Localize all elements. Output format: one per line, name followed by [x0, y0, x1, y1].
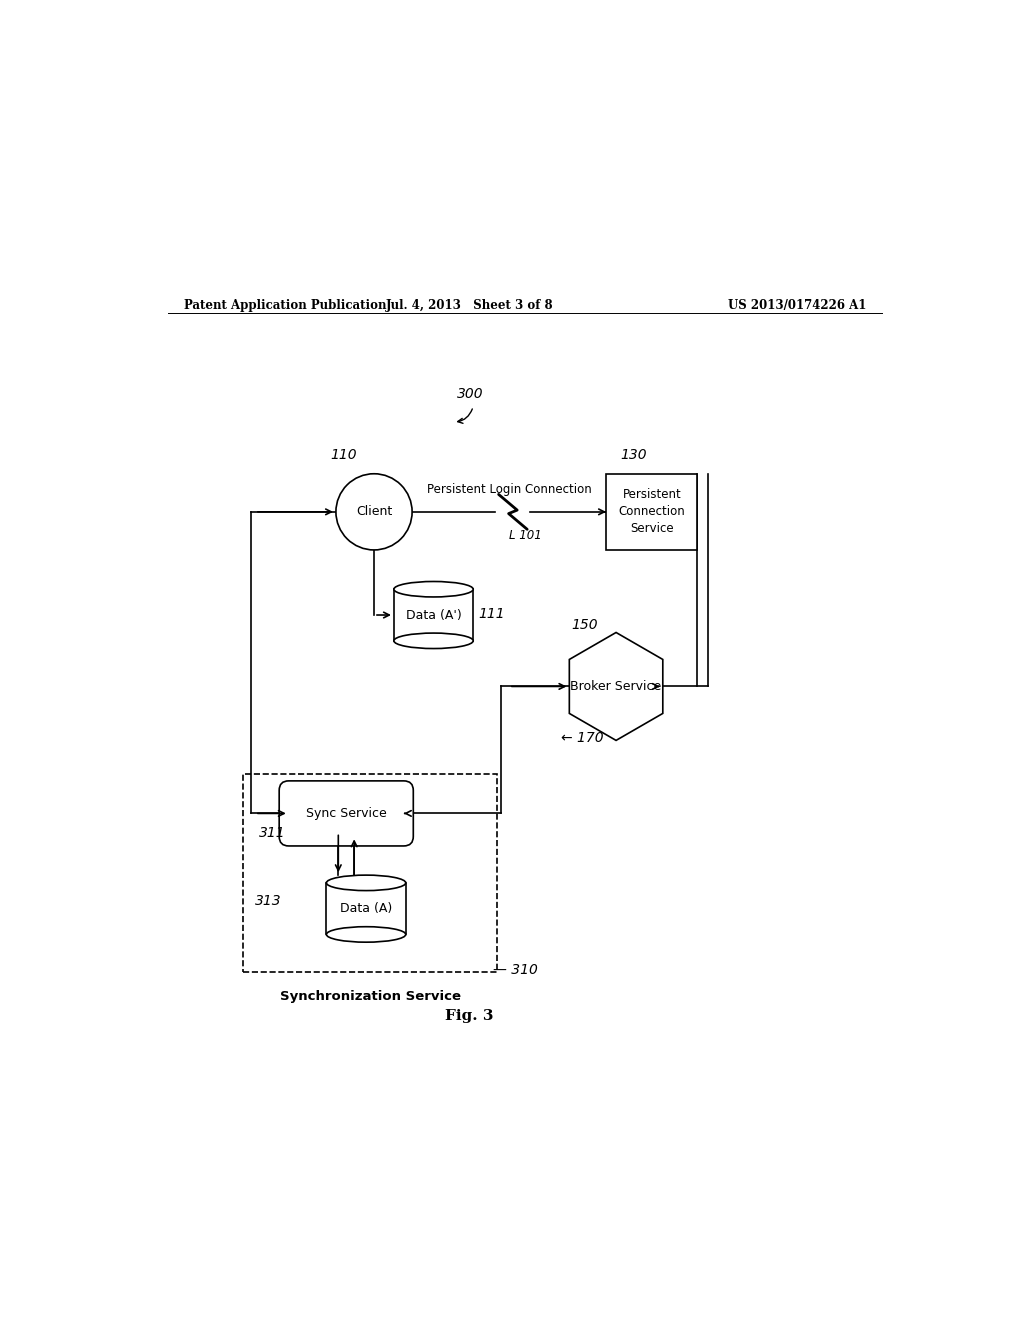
Text: L 101: L 101 [509, 529, 542, 543]
Text: Persistent Login Connection: Persistent Login Connection [427, 483, 592, 496]
Text: 150: 150 [570, 618, 597, 631]
Text: 300: 300 [458, 387, 484, 401]
Text: Fig. 3: Fig. 3 [445, 1008, 494, 1023]
Ellipse shape [327, 875, 406, 891]
Ellipse shape [327, 927, 406, 942]
Text: Sync Service: Sync Service [306, 807, 387, 820]
Text: 111: 111 [479, 607, 506, 622]
Polygon shape [394, 589, 473, 640]
Text: Patent Application Publication: Patent Application Publication [183, 300, 386, 312]
Text: Jul. 4, 2013   Sheet 3 of 8: Jul. 4, 2013 Sheet 3 of 8 [385, 300, 553, 312]
Polygon shape [327, 883, 406, 935]
FancyBboxPatch shape [280, 781, 414, 846]
Text: Data (A): Data (A) [340, 902, 392, 915]
Ellipse shape [394, 634, 473, 648]
Text: 311: 311 [259, 826, 286, 841]
Text: US 2013/0174226 A1: US 2013/0174226 A1 [728, 300, 866, 312]
Text: Data (A'): Data (A') [406, 609, 462, 622]
Text: 313: 313 [255, 894, 282, 908]
Bar [606, 474, 697, 549]
Text: Client: Client [356, 506, 392, 519]
Text: — 310: — 310 [494, 962, 538, 977]
Text: Broker Service: Broker Service [570, 680, 662, 693]
Polygon shape [569, 632, 663, 741]
Bar [243, 774, 497, 972]
Text: 130: 130 [620, 447, 647, 462]
Circle shape [336, 474, 412, 550]
Text: Synchronization Service: Synchronization Service [280, 990, 461, 1003]
Ellipse shape [394, 582, 473, 597]
Text: 110: 110 [331, 447, 357, 462]
FancyArrowPatch shape [458, 409, 472, 424]
Text: ← 170: ← 170 [560, 731, 603, 744]
Text: Persistent
Connection
Service: Persistent Connection Service [618, 488, 685, 536]
